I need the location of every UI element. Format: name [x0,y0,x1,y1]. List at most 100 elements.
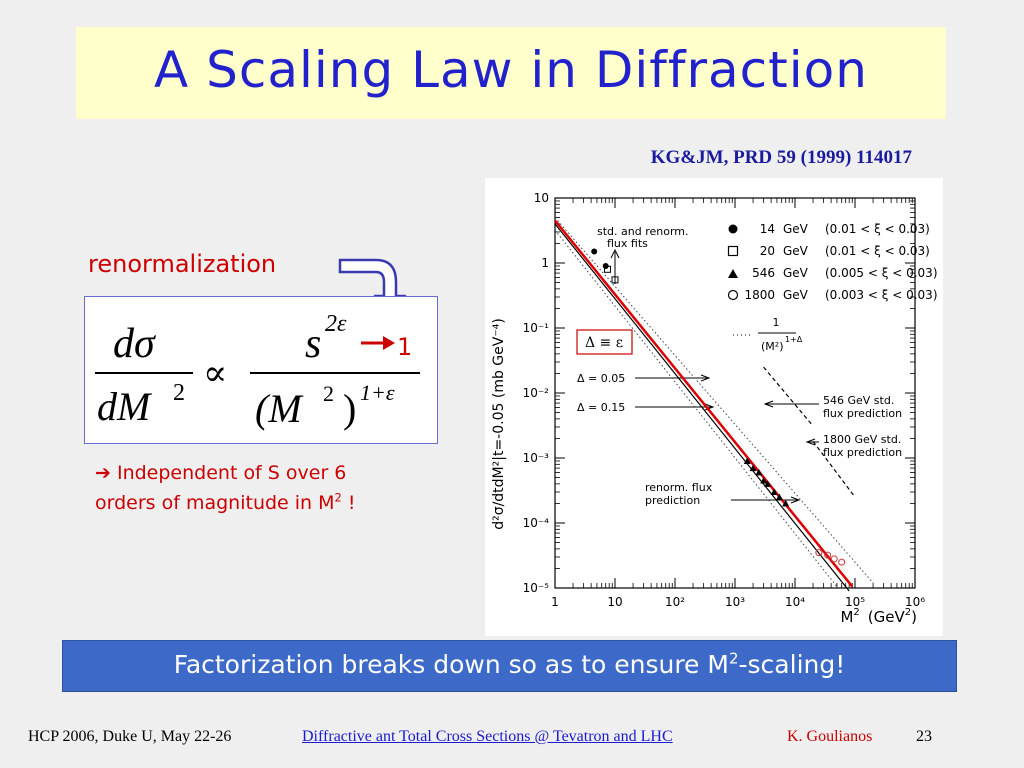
annotation-fits-arrow-icon [610,248,620,259]
note-arrow-icon: ➔ [95,462,111,484]
legend-marker-20gev [727,245,739,257]
y-tick-label: 10⁻² [523,386,550,400]
data-point-546-gev [755,468,763,476]
data-point-1800-gev [815,549,823,557]
title-box: A Scaling Law in Diffraction [76,27,946,119]
footer-author: K. Goulianos [787,728,873,745]
x-tick-label: 10⁵ [845,595,865,609]
annotation-1800-line1: 1800 GeV std. [823,433,901,446]
annotation-1800-line2: flux prediction [823,446,902,459]
note-line-2-text: orders of magnitude in M [95,492,335,514]
y-tick-label: 10 [534,191,549,205]
y-axis-label: d²σ/dtdM²|t=-0.05 (mb GeV⁻⁴) [491,318,507,530]
annotation-1800-arrow-icon [805,438,816,446]
y-tick-label: 1 [541,256,549,270]
data-point-14-gev [591,248,598,255]
legend-energy-1800gev: 1800 [744,288,775,302]
annotation-delta1: Δ = 0.05 [577,372,625,385]
legend-range-546gev: (0.005 < ξ < 0.03) [825,266,938,280]
fit-line-dashed-4 [763,366,814,427]
annotation-fits-line1: std. and renorm. [597,225,689,238]
delta-eq-box [576,329,633,355]
scaling-denominator: (M²) [761,340,783,353]
fit-line-solid-black-1 [554,223,850,592]
banner-text-prefix: Factorization breaks down so as to ensur… [173,650,729,679]
formula-box: dσ dM 2 ∝ s 2ε 1 (M 2 ) 1+ε [84,296,438,444]
x-tick-label: 1 [551,595,559,609]
x-tick-label: 10⁴ [785,595,805,609]
annotation-renorm-line2: prediction [645,494,700,507]
data-point-546-gev [770,488,778,495]
annotation-delta1-arrow-icon [700,374,711,382]
annotation-546-line2: flux prediction [823,407,902,420]
annotation-fits-line2: flux fits [607,237,648,250]
lhs-denominator-exponent: 2 [173,380,185,406]
scaling-note: ➔ Independent of S over 6 orders of magn… [95,458,445,518]
legend-range-1800gev: (0.003 < ξ < 0.03) [825,288,938,302]
data-point-20-gev [604,265,612,273]
legend-marker-1800gev [727,289,739,301]
conclusion-banner: Factorization breaks down so as to ensur… [62,640,957,692]
x-tick-label: 10² [665,595,685,609]
scaling-formula: dσ dM 2 ∝ s 2ε 1 (M 2 ) 1+ε [95,311,420,431]
scaling-exponent: 1+Δ [785,335,803,344]
legend-range-14gev: (0.01 < ξ < 0.03) [825,222,930,236]
delta-eq-label: Δ ≡ ε [585,335,623,351]
data-point-546-gev [782,499,790,507]
red-arrow-head-icon [383,336,395,350]
data-point-546-gev [775,493,783,501]
footer-left: HCP 2006, Duke U, May 22-26 [28,728,232,745]
fit-line-solid-red-0 [554,219,854,588]
data-point-546-gev [760,477,768,484]
banner-text-sup: 2 [728,649,739,668]
note-line-2: orders of magnitude in M2 ! [95,488,445,518]
slide-title: A Scaling Law in Diffraction [154,41,868,99]
lhs-numerator: dσ [113,321,157,367]
legend: 14 GeV (0.01 < ξ < 0.03) 20 GeV (0.01 < … [727,222,938,302]
note-line-1: ➔ Independent of S over 6 [95,458,445,488]
y-tick-label: 10⁻⁵ [523,581,550,595]
banner-text-suffix: -scaling! [738,650,846,679]
annotation-renorm-arrow-icon [790,496,801,504]
cross-section-plot: d²σ/dtdM²|t=-0.05 (mb GeV⁻⁴) M2 (GeV2) 14… [485,178,943,636]
fit-line-dotted-3 [554,217,874,584]
footer-link[interactable]: Diffractive ant Total Cross Sections @ T… [302,728,673,745]
y-tick-label: 10⁻¹ [523,321,550,335]
annotation-546-arrow-icon [763,400,774,408]
note-line-2-sup: 2 [334,490,342,505]
rhs-denominator-close: ) [343,386,356,431]
rhs-denominator-open: (M [255,386,304,431]
annotation-546-line1: 546 GeV std. [823,394,894,407]
data-point-546-gev [743,457,751,464]
proportional-symbol: ∝ [203,353,227,394]
x-tick-label: 10⁶ [905,595,925,609]
legend-unit-1800gev: GeV [783,288,809,302]
rhs-numerator-exponent: 2ε [325,311,347,337]
legend-energy-20gev: 20 [760,244,775,258]
x-tick-label: 10³ [725,595,745,609]
x-tick-label: 10 [607,595,622,609]
arrow-result: 1 [397,333,412,361]
data-point-20-gev [611,276,619,284]
legend-energy-14gev: 14 [760,222,775,236]
rhs-numerator: s [305,321,321,367]
legend-range-20gev: (0.01 < ξ < 0.03) [825,244,930,258]
legend-marker-14gev [728,224,738,234]
x-axis-label: M2 (GeV2) [840,607,917,626]
legend-unit-546gev: GeV [783,266,809,280]
legend-energy-546gev: 546 [752,266,775,280]
page-number: 23 [916,728,932,745]
lhs-denominator: dM [97,384,153,429]
legend-unit-14gev: GeV [783,222,809,236]
y-tick-label: 10⁻³ [523,451,550,465]
citation: KG&JM, PRD 59 (1999) 114017 [650,147,912,168]
data-point-1800-gev [830,555,838,563]
data-point-546-gev [764,480,772,487]
rhs-denominator-inner-exponent: 2 [323,381,334,406]
rhs-denominator-exponent: 1+ε [360,380,395,405]
chart-svg: d²σ/dtdM²|t=-0.05 (mb GeV⁻⁴) M2 (GeV2) 14… [491,191,938,626]
legend-unit-20gev: GeV [783,244,809,258]
scaling-numerator: 1 [773,316,780,329]
note-line-1-text: Independent of S over 6 [116,462,347,484]
data-point-1800-gev [824,551,832,559]
